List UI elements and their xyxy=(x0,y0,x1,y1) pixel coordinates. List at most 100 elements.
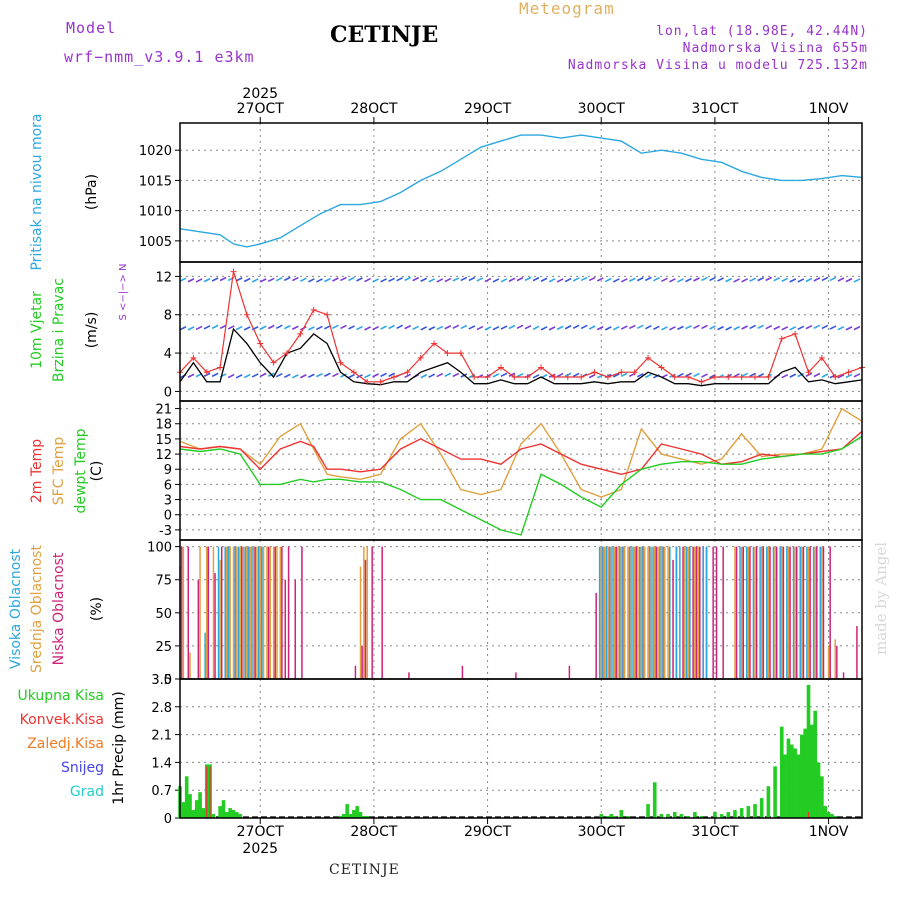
temp-ytick-label-2: 3 xyxy=(164,494,172,509)
precip-legend-2: Zaledj.Kisa xyxy=(27,736,104,752)
wind-barb-1-840 xyxy=(741,325,749,330)
wind-barb-2-480 xyxy=(500,372,508,378)
wind-barb-0-108 xyxy=(251,278,259,283)
wind-barb-1-564 xyxy=(556,325,564,331)
wind-barb-0-396 xyxy=(444,277,452,283)
wind-ylabel-2: Brzina i Pravac xyxy=(51,278,67,382)
wind-barb-1-228 xyxy=(332,324,339,330)
pressure-unit: (hPa) xyxy=(84,174,100,210)
wind-barb-0-936 xyxy=(805,277,813,283)
precip-total-bar-22 xyxy=(348,814,353,818)
wind-barb-1-852 xyxy=(749,324,757,330)
wind-barb-2-240 xyxy=(340,373,347,378)
wind-barb-1-408 xyxy=(452,324,460,330)
wind-barb-1-192 xyxy=(308,326,315,331)
wind-barb-2-48 xyxy=(211,372,219,378)
wind-barb-1-492 xyxy=(508,324,516,330)
wind-gust-marker-30 xyxy=(578,374,585,381)
wind-barb-1-168 xyxy=(291,325,299,330)
wind-gust-marker-18 xyxy=(417,354,424,361)
wind-gust-marker-5 xyxy=(243,311,250,318)
precip-total-bar-19 xyxy=(338,816,343,818)
wind-barb-0-156 xyxy=(283,276,291,282)
precip-total-bar-46 xyxy=(733,810,737,818)
wind-barb-2-96 xyxy=(243,373,251,379)
wind-barb-0-252 xyxy=(348,276,355,282)
wind-barb-0-312 xyxy=(388,277,395,283)
wind-barb-1-396 xyxy=(444,325,452,330)
precip-total-bar-12 xyxy=(218,806,222,818)
wind-barb-1-816 xyxy=(725,326,732,331)
wind-barb-1-648 xyxy=(612,325,620,331)
wind-barb-0-456 xyxy=(484,277,492,283)
wind-barb-0-912 xyxy=(789,278,797,283)
precip-ylabel: 1hr Precip (mm) xyxy=(111,691,127,804)
precip-total-bar-57 xyxy=(793,748,797,818)
top-day-label-3: 30OCT xyxy=(578,101,626,117)
wind-barb-1-348 xyxy=(412,325,420,330)
wind-barb-0-792 xyxy=(709,276,716,282)
wind-gust-marker-25 xyxy=(511,374,518,381)
precip-total-bar-37 xyxy=(666,814,670,818)
precip-total-bar-61 xyxy=(806,684,811,818)
wind-barb-1-792 xyxy=(709,325,716,330)
wind-barb-0-612 xyxy=(588,276,596,282)
precip-total-bar-68 xyxy=(830,814,834,818)
wind-barb-2-396 xyxy=(444,372,452,377)
wind-barb-2-948 xyxy=(813,372,821,378)
temp-ytick-label-3: 6 xyxy=(164,478,172,493)
wind-barb-1-864 xyxy=(757,324,765,330)
wind-barb-0-672 xyxy=(628,277,636,282)
bottom-day-label-1: 28OCT xyxy=(350,824,398,840)
wind-barb-1-48 xyxy=(211,324,219,330)
meteogram-subtitle: Meteogram xyxy=(519,0,615,18)
wind-barb-1-636 xyxy=(604,326,612,331)
precip-total-bar-63 xyxy=(813,710,817,818)
wind-barb-0-876 xyxy=(765,276,773,282)
wind-barb-2-72 xyxy=(227,373,235,379)
wind-barb-2-276 xyxy=(364,373,371,379)
wind-barb-0-84 xyxy=(235,277,243,282)
wind-compass-label: S <−|−> N xyxy=(118,263,129,320)
wind-gust-marker-4 xyxy=(230,268,237,275)
precip-total-bar-7 xyxy=(201,808,206,818)
precip-total-bar-52 xyxy=(773,766,777,818)
wind-barb-1-624 xyxy=(596,325,604,331)
wind-barb-0-432 xyxy=(468,276,476,282)
wind-barb-1-156 xyxy=(283,324,291,330)
wind-barb-1-204 xyxy=(316,325,323,331)
precip-legend-3: Snijeg xyxy=(61,760,104,776)
wind-barb-2-528 xyxy=(532,374,540,379)
precip-conv-bar-9 xyxy=(209,766,211,818)
precip-total-bar-56 xyxy=(789,744,794,818)
wind-barb-2-852 xyxy=(749,372,757,378)
wind-barb-1-600 xyxy=(580,324,588,330)
wind-barb-1-948 xyxy=(813,324,821,330)
wind-gust-marker-24 xyxy=(497,364,504,371)
wind-barb-0-144 xyxy=(275,276,283,282)
precip-ytick-label-4: 2.8 xyxy=(151,701,172,716)
wind-barb-0-216 xyxy=(324,277,331,283)
wind-gust-marker-12 xyxy=(337,359,344,366)
wind-barb-0-492 xyxy=(508,277,516,282)
precip-total-bar-34 xyxy=(646,804,650,818)
precip-total-bar-35 xyxy=(652,782,657,818)
wind-gust-marker-31 xyxy=(591,369,598,376)
cloud-ytick-label-0: 0 xyxy=(164,673,172,688)
wind-barb-0-900 xyxy=(781,277,789,283)
precip-total-bar-17 xyxy=(235,812,239,818)
wind-barb-0-864 xyxy=(757,276,765,282)
wind-barb-0-852 xyxy=(749,277,757,282)
wind-barb-1-384 xyxy=(436,325,444,331)
wind-barb-1-324 xyxy=(396,324,403,330)
wind-barb-1-744 xyxy=(677,325,684,331)
wind-gust-marker-13 xyxy=(350,369,357,376)
wind-barb-0-24 xyxy=(195,278,203,283)
wind-barb-2-336 xyxy=(404,373,412,379)
wind-barb-0-744 xyxy=(677,278,684,283)
wind-barb-2-912 xyxy=(789,373,797,378)
wind-barb-1-144 xyxy=(275,324,283,330)
precip-ytick-label-3: 2.1 xyxy=(151,729,172,744)
wind-barb-0-168 xyxy=(291,276,299,282)
wind-gust-marker-11 xyxy=(324,311,331,318)
